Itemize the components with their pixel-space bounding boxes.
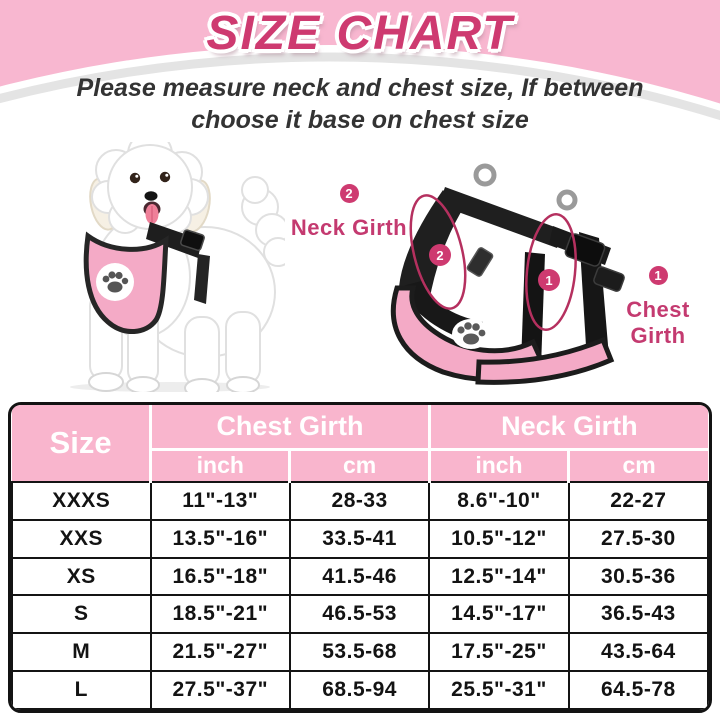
harness-drings: [473, 163, 578, 211]
table-row: XS 16.5"-18" 41.5-46 12.5"-14" 30.5-36: [11, 556, 709, 597]
cell-chest-cm: 53.5-68: [288, 632, 431, 673]
cell-chest-inch: 27.5"-37": [149, 670, 291, 710]
col-group-chest-girth: Chest Girth: [149, 405, 430, 449]
chest-girth-label: 1 Chest Girth: [596, 266, 720, 349]
neck-girth-label: 2 Neck Girth: [285, 184, 413, 241]
cell-size: XXXS: [11, 481, 152, 521]
harness-straps: [399, 187, 625, 367]
paw-print-icon: [102, 271, 129, 293]
dog-photo: [70, 142, 285, 392]
subtitle-line-2: choose it base on chest size: [191, 106, 529, 134]
dog-face: [129, 171, 171, 224]
chest-badge-number: 1: [545, 273, 552, 288]
cell-chest-cm: 46.5-53: [288, 594, 431, 635]
chest-girth-badge: 1: [648, 266, 668, 285]
col-header-chest-cm: cm: [288, 447, 430, 482]
table-row: S 18.5"-21" 46.5-53 14.5"-17" 36.5-43: [11, 594, 709, 635]
dog-harness-side-strap: [194, 254, 210, 304]
size-table: Size Chest Girth Neck Girth inch cm inch…: [8, 402, 712, 713]
cell-size: M: [11, 632, 152, 673]
cell-neck-inch: 10.5"-12": [428, 518, 570, 559]
cell-chest-cm: 28-33: [288, 481, 431, 521]
col-header-neck-cm: cm: [567, 447, 708, 482]
cell-neck-cm: 43.5-64: [567, 632, 709, 673]
cell-neck-inch: 25.5"-31": [428, 670, 570, 710]
col-group-neck-girth: Neck Girth: [427, 405, 708, 449]
col-header-neck-inch: inch: [427, 447, 569, 482]
chest-girth-text: Chest Girth: [626, 297, 690, 348]
subtitle: Please measure neck and chest size, If b…: [0, 72, 720, 136]
chest-badge-on-harness: [538, 269, 560, 291]
cell-neck-cm: 22-27: [567, 481, 709, 521]
subtitle-line-1: Please measure neck and chest size, If b…: [76, 74, 644, 102]
cell-chest-inch: 16.5"-18": [149, 556, 291, 597]
cell-size: L: [11, 670, 152, 710]
dog-nose: [144, 191, 158, 201]
neck-girth-badge: 2: [339, 184, 359, 203]
cell-neck-cm: 27.5-30: [567, 518, 709, 559]
table-row: XXXS 11"-13" 28-33 8.6"-10" 22-27: [11, 481, 709, 521]
page-title: SIZE CHART: [206, 7, 514, 60]
dog-harness: [83, 222, 210, 334]
table-row: XXS 13.5"-16" 33.5-41 10.5"-12" 27.5-30: [11, 518, 709, 559]
neck-badge-on-harness: [429, 244, 451, 266]
cell-neck-cm: 30.5-36: [567, 556, 709, 597]
cell-chest-cm: 33.5-41: [288, 518, 431, 559]
neck-badge-number: 2: [436, 248, 443, 263]
col-header-chest-inch: inch: [149, 447, 290, 482]
cell-neck-cm: 64.5-78: [567, 670, 709, 710]
measure-ellipses: 2 1: [409, 194, 577, 331]
table-row: L 27.5"-37" 68.5-94 25.5"-31" 64.5-78: [11, 670, 709, 710]
dog-head: [89, 142, 211, 234]
neck-girth-text: Neck Girth: [290, 215, 408, 240]
table-row: M 21.5"-27" 53.5-68 17.5"-25" 43.5-64: [11, 632, 709, 673]
cell-neck-inch: 8.6"-10": [428, 481, 570, 521]
col-header-size: Size: [12, 405, 151, 482]
cell-chest-cm: 41.5-46: [288, 556, 431, 597]
cell-size: XXS: [11, 518, 152, 559]
neck-measure-ellipse: [409, 194, 467, 310]
cell-chest-cm: 68.5-94: [288, 670, 431, 710]
dog-harness-buckle: [180, 229, 205, 251]
chest-measure-ellipse: [525, 213, 577, 331]
harness-buckle: [564, 233, 606, 267]
cell-size: S: [11, 594, 152, 635]
dog-eye-right: [159, 171, 171, 183]
cell-neck-inch: 14.5"-17": [428, 594, 570, 635]
dog-eye-left: [129, 172, 141, 184]
cell-neck-inch: 17.5"-25": [428, 632, 570, 673]
cell-size: XS: [11, 556, 152, 597]
cell-neck-cm: 36.5-43: [567, 594, 709, 635]
harness-paw-print-icon: [457, 322, 486, 345]
cell-chest-inch: 13.5"-16": [149, 518, 291, 559]
harness-photo: 2 1: [390, 163, 625, 385]
cell-chest-inch: 11"-13": [149, 481, 291, 521]
cell-neck-inch: 12.5"-14": [428, 556, 570, 597]
cell-chest-inch: 18.5"-21": [149, 594, 291, 635]
harness-mesh: [390, 285, 615, 385]
cell-chest-inch: 21.5"-27": [149, 632, 291, 673]
dog-harness-shoulder-strap: [146, 222, 202, 258]
